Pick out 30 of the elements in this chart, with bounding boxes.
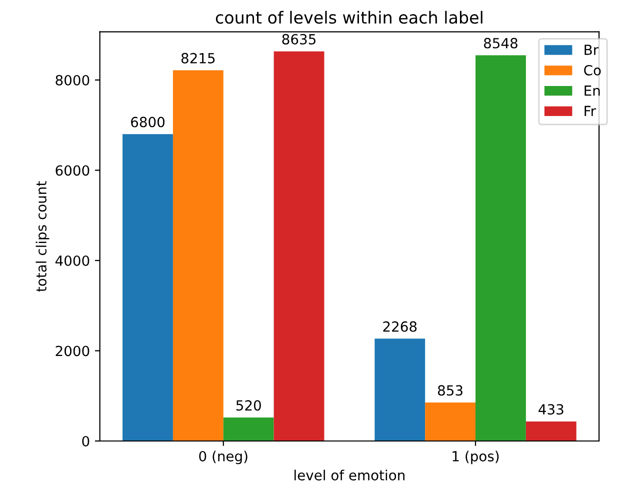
data-label: 433 [538,404,564,415]
legend-label: En [584,86,600,96]
data-label: 8548 [484,38,518,48]
data-label: 8635 [282,34,316,44]
bar [274,51,324,441]
y-tick-label: 8000 [56,74,90,86]
legend-label: Co [584,64,601,76]
bar [476,55,526,441]
x-tick-label: 0 (neg) [199,450,248,464]
x-axis-title: level of emotion [294,470,404,480]
data-label: 6800 [131,116,164,128]
bar [223,418,274,441]
bar [526,421,576,441]
bar [425,402,476,441]
bar [122,134,173,441]
x-tick-label: 1 (pos) [452,450,499,464]
data-label: 853 [438,385,462,396]
bar [374,338,426,441]
y-tick-label: 0 [82,436,90,446]
legend-label: Br [584,44,599,55]
y-axis-title: total clips count [36,181,50,292]
bar [172,70,224,441]
data-label: 2268 [383,321,417,332]
data-label: 8215 [181,52,215,64]
y-tick-label: 2000 [56,346,90,356]
y-tick-label: 6000 [56,165,90,176]
legend-label: Fr [584,106,596,116]
data-label: 520 [236,400,261,411]
chart-title: count of levels within each label [216,10,482,24]
y-tick-label: 4000 [55,255,90,266]
